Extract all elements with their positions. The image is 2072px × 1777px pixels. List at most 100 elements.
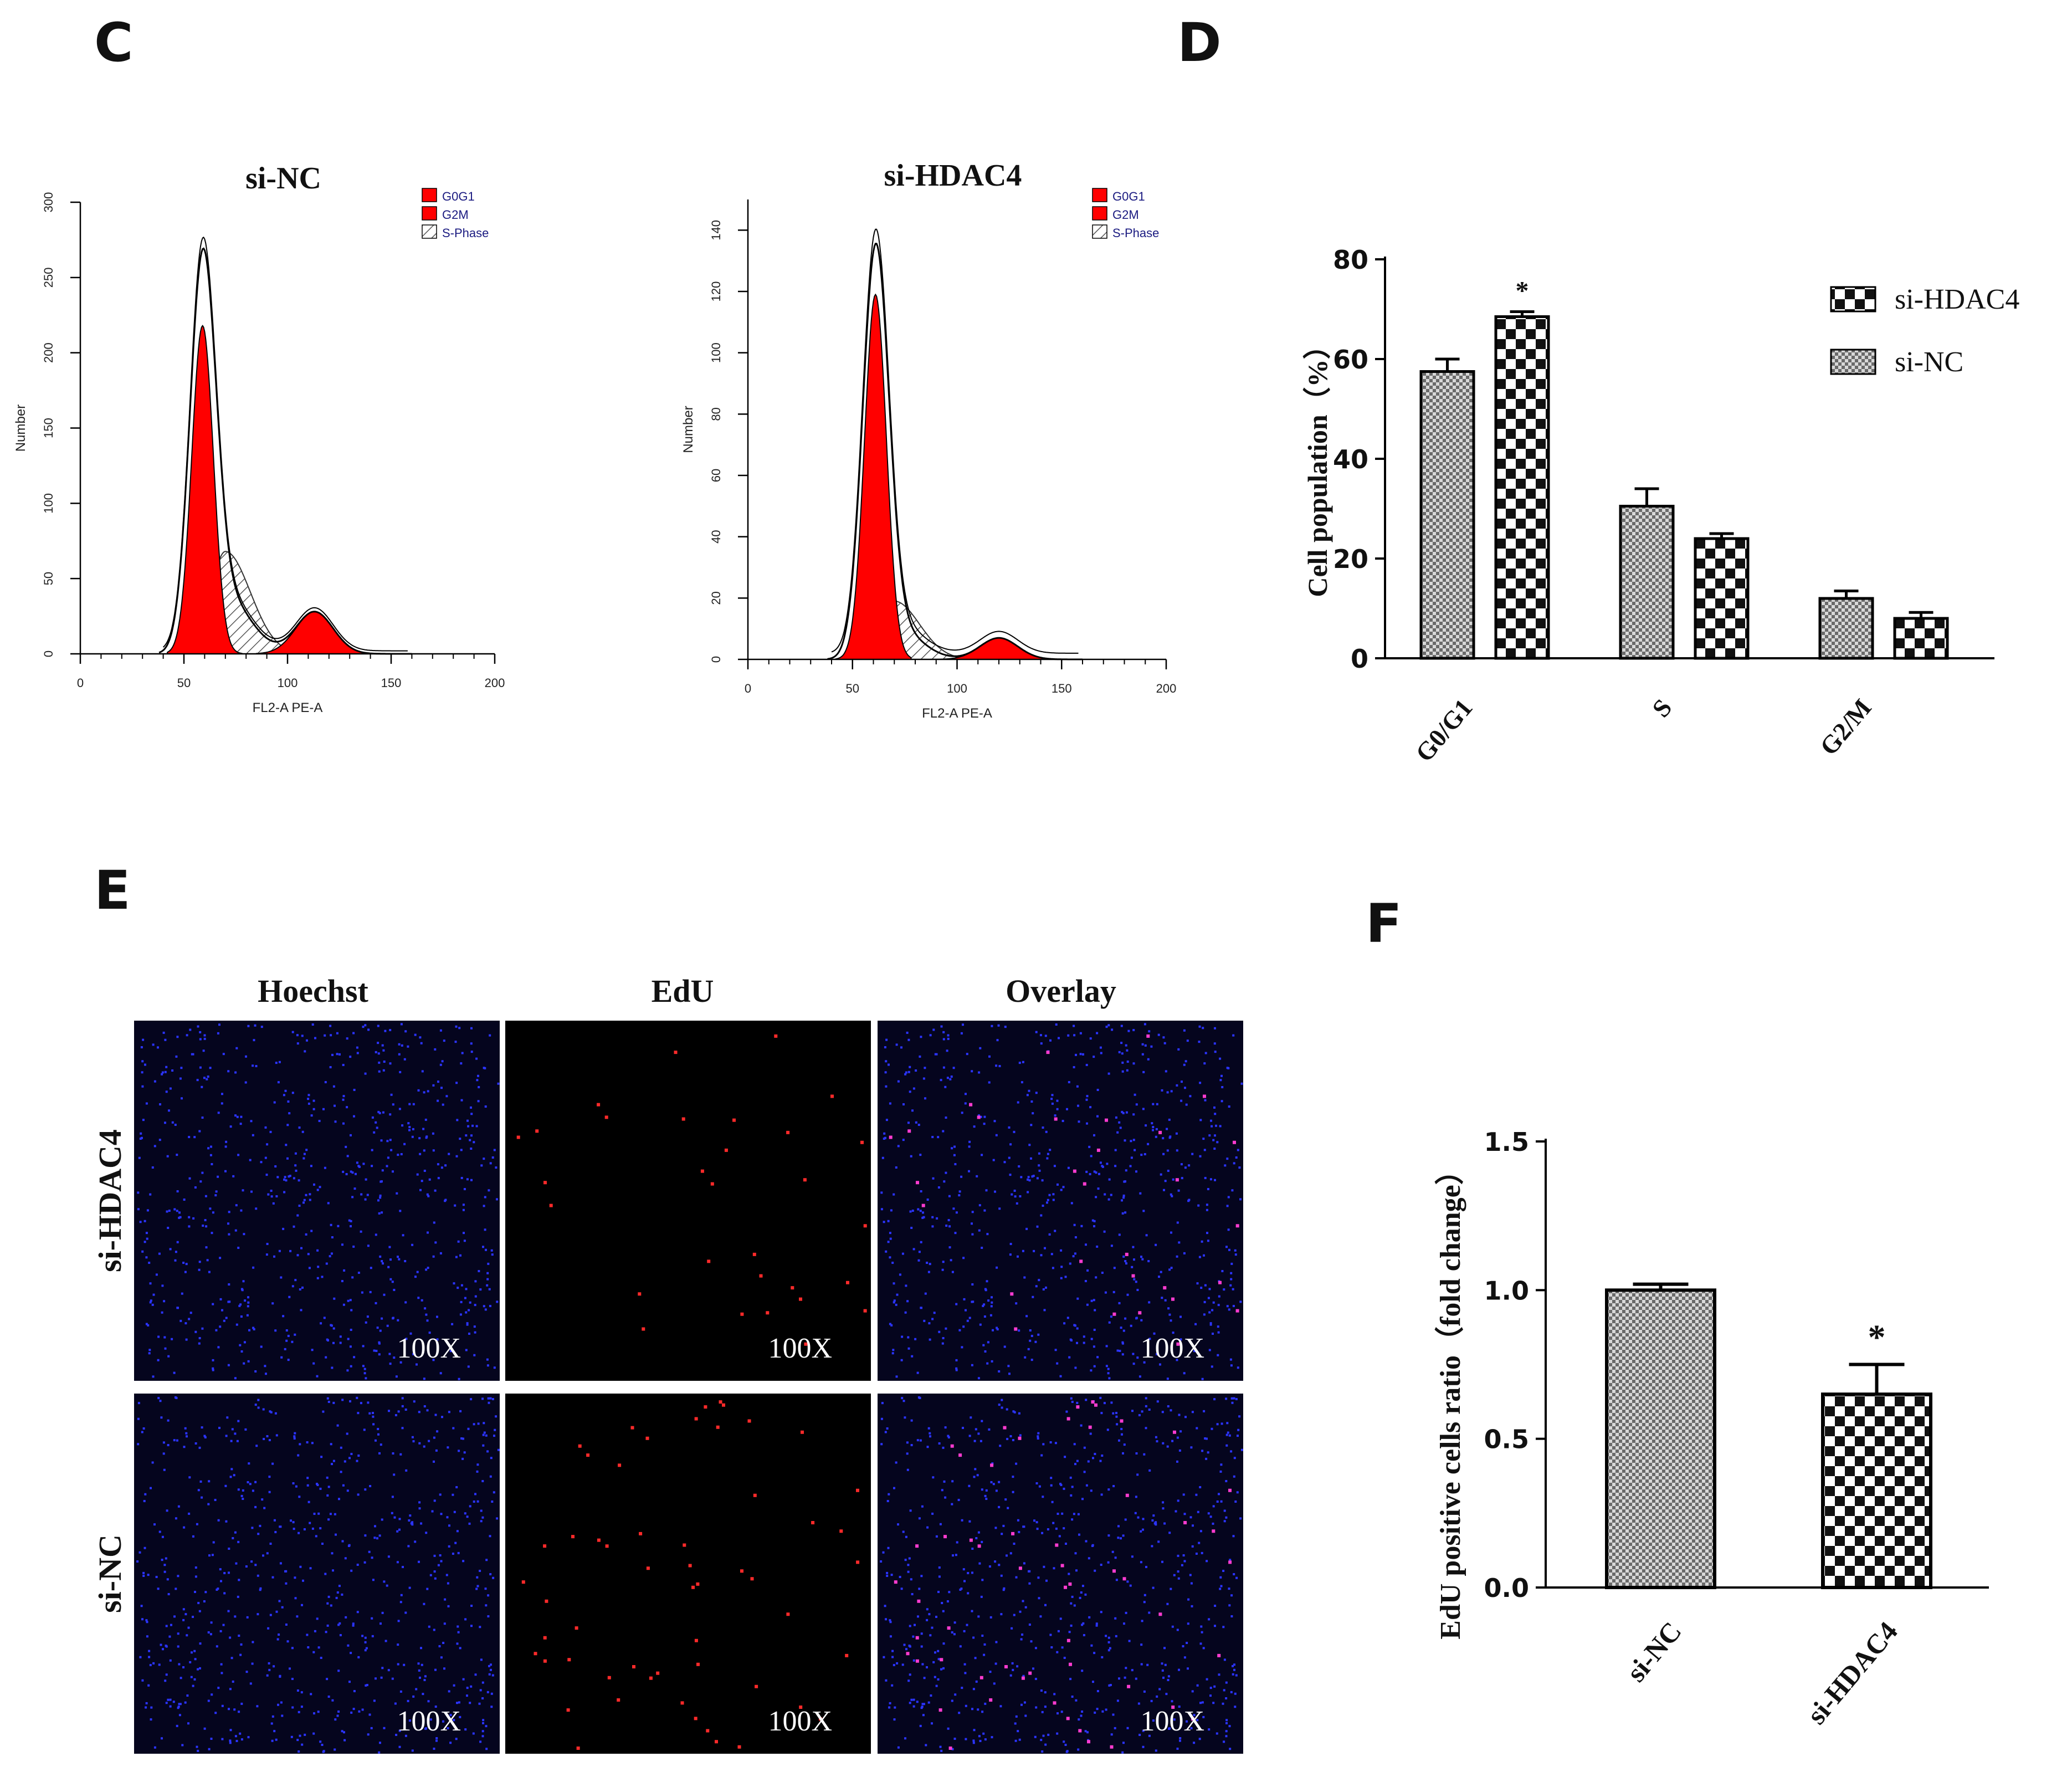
legend-swatch (1092, 206, 1107, 221)
y-tick-label: 100 (709, 342, 723, 363)
magnification-label: 100X (397, 1706, 461, 1737)
legend-label: si-HDAC4 (1895, 284, 2019, 315)
x-tick-label: 150 (381, 676, 402, 690)
y-axis-label: Number (13, 404, 28, 452)
legend-label: S-Phase (442, 226, 489, 240)
y-tick-label: 0.0 (1484, 1573, 1530, 1603)
row-label: si-HDAC4 (92, 1129, 128, 1272)
y-tick-label: 60 (1333, 345, 1368, 375)
micrograph-hoechst-si-nc (134, 1394, 500, 1754)
y-axis-label: EdU positive cells ratio（fold change） (1434, 1156, 1466, 1639)
significance-mark: * (1516, 276, 1529, 306)
y-axis-label: Number (681, 406, 696, 453)
micrograph-overlay-si-nc (878, 1394, 1243, 1754)
bar-si-NC (1605, 1288, 1716, 1589)
y-tick-label: 0.5 (1484, 1425, 1530, 1455)
y-tick-label: 80 (1333, 245, 1368, 275)
y-tick-label: 40 (709, 530, 723, 543)
magnification-label: 100X (768, 1333, 832, 1364)
magnification-label: 100X (768, 1706, 832, 1737)
y-tick-label: 0 (42, 651, 55, 657)
total-histogram-outline (827, 243, 1083, 660)
x-category-label: S (1647, 694, 1678, 723)
y-tick-label: 20 (1333, 544, 1368, 574)
panel-letter-d: D (1177, 12, 1222, 74)
row-label: si-NC (92, 1534, 128, 1613)
g0g1-peak (167, 325, 243, 654)
x-tick-label: 50 (846, 682, 859, 695)
x-tick-label: 0 (77, 676, 84, 690)
panel-letter-f: F (1366, 893, 1402, 955)
micrograph-edu-si-nc (505, 1394, 871, 1754)
legend-label: S-Phase (1112, 226, 1159, 240)
y-tick-label: 120 (709, 281, 723, 302)
g0g1-peak (835, 293, 912, 660)
y-tick-label: 0 (709, 656, 723, 663)
x-tick-label: 200 (1156, 682, 1177, 695)
y-tick-label: 200 (42, 342, 55, 363)
significance-mark: * (1868, 1318, 1886, 1357)
x-tick-label: 200 (485, 676, 505, 690)
y-tick-label: 0 (1351, 644, 1368, 674)
x-tick-label: 100 (278, 676, 298, 690)
y-axis-label: Cell population（%） (1302, 331, 1333, 597)
x-category-label: si-NC (1620, 1616, 1687, 1688)
flow-histogram-si-hdac4: 0 50 100 150 200 0 20 40 60 80 100 120 140 FL2-A PE-A… (681, 158, 1176, 721)
magnification-label: 100X (1140, 1706, 1204, 1737)
x-tick-label: 150 (1052, 682, 1072, 695)
legend-swatch (1830, 286, 1876, 313)
chart-title: si-NC (245, 161, 321, 196)
panel-letter-c: C (94, 12, 133, 74)
y-tick-label: 140 (709, 220, 723, 240)
y-tick-label: 50 (42, 572, 55, 585)
cell-cycle-bar-chart: 0 20 40 60 80 * G0/G1 S G2/M Cell population（%） si… (1302, 245, 2019, 767)
y-tick-label: 20 (709, 591, 723, 605)
chart-title: si-HDAC4 (884, 158, 1022, 193)
legend-label: G0G1 (442, 190, 475, 203)
legend-swatch (1092, 188, 1107, 202)
bar-si-HDAC4-G0/G1 (1494, 315, 1550, 660)
column-header: EdU (652, 973, 714, 1009)
micrograph-edu-si-hdac4 (505, 1021, 871, 1381)
flow-histogram-si-nc: 0 50 100 150 200 0 50 100 150 200 250 300 FL2-A PE-A… (13, 161, 505, 715)
legend-label: G0G1 (1112, 190, 1145, 203)
y-tick-label: 250 (42, 267, 55, 288)
x-axis-label: FL2-A PE-A (922, 706, 992, 721)
bar-si-HDAC4 (1821, 1392, 1932, 1590)
legend-label: G2M (1112, 208, 1139, 222)
bar-si-NC-G2/M (1818, 597, 1874, 660)
grid-separator (134, 1381, 1243, 1394)
edu-microscopy-grid: Hoechst EdU Overlay si-HDAC4 si-NC 100X 100X 10… (92, 973, 1243, 1754)
bar-si-HDAC4-S (1694, 537, 1750, 660)
y-tick-label: 60 (709, 469, 723, 482)
legend-swatch (422, 224, 437, 239)
legend-swatch (422, 188, 437, 202)
magnification-label: 100X (1140, 1333, 1204, 1364)
y-tick-label: 40 (1333, 444, 1368, 474)
y-tick-label: 1.0 (1484, 1276, 1530, 1305)
legend-swatch (422, 206, 437, 221)
legend-swatch (1092, 224, 1107, 239)
y-tick-label: 80 (709, 407, 723, 421)
panel-letter-e: E (94, 859, 131, 921)
column-header: Hoechst (258, 973, 368, 1009)
x-tick-label: 0 (745, 682, 751, 695)
bar-si-HDAC4-G2/M (1893, 617, 1949, 660)
y-tick-label: 150 (42, 418, 55, 438)
y-tick-label: 300 (42, 192, 55, 213)
total-histogram-outline-2 (162, 236, 408, 652)
bar-si-NC-G0/G1 (1419, 370, 1475, 660)
magnification-label: 100X (397, 1333, 461, 1364)
bar-si-NC-S (1619, 505, 1675, 660)
legend-label: G2M (442, 208, 469, 222)
y-tick-label: 1.5 (1484, 1127, 1530, 1157)
legend-swatch (1830, 349, 1876, 375)
total-histogram-outline-2 (831, 228, 1079, 654)
y-tick-label: 100 (42, 493, 55, 514)
x-category-label: G2/M (1814, 694, 1877, 761)
x-tick-label: 100 (947, 682, 967, 695)
column-header: Overlay (1006, 973, 1116, 1009)
edu-ratio-bar-chart: 0.0 0.5 1.0 1.5 si-NC * si-HDAC4 EdU positive c… (1434, 1127, 1989, 1730)
